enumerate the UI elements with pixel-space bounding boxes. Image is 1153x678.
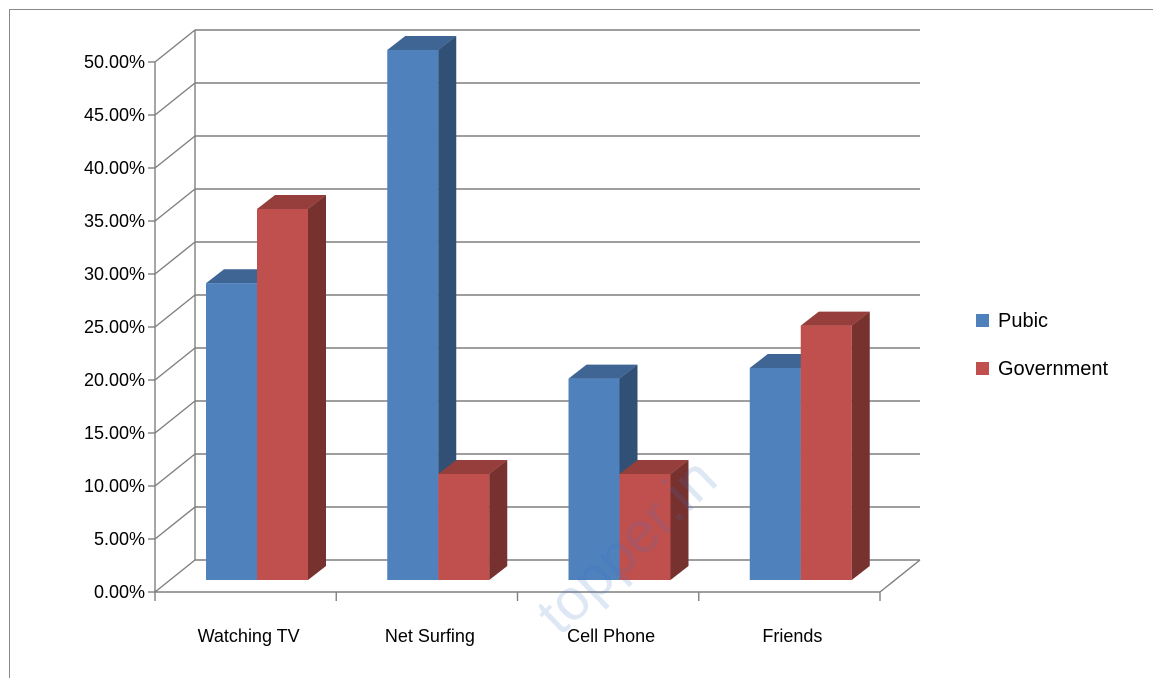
bar-government-friends-top <box>800 311 870 326</box>
bar-pubic-net-surfing-side <box>438 36 457 580</box>
y-tick-label: 0.00% <box>94 582 145 602</box>
y-tick-label: 20.00% <box>84 370 145 390</box>
bar-pubic-cell-phone-front <box>568 378 620 580</box>
y-tick-label: 30.00% <box>84 264 145 284</box>
bar-government-watching-tv-side <box>308 195 326 580</box>
y-tick-label: 5.00% <box>94 529 145 549</box>
y-tick-label: 50.00% <box>84 52 145 72</box>
legend-swatch-government <box>976 362 989 375</box>
bar-pubic-cell-phone-top <box>568 364 638 379</box>
gridline-diagonal <box>154 453 196 487</box>
bar-pubic-friends-front <box>749 368 801 580</box>
y-tick-label: 45.00% <box>84 105 145 125</box>
bar-government-cell-phone <box>619 460 689 580</box>
gridline-diagonal <box>154 135 196 169</box>
y-tick-label: 10.00% <box>84 476 145 496</box>
floor-right-edge <box>879 559 921 593</box>
axes <box>148 30 921 601</box>
bar-pubic-net-surfing <box>387 36 457 580</box>
gridline-diagonal <box>154 400 196 434</box>
bar-government-cell-phone-top <box>619 460 689 474</box>
legend: Pubic Government <box>976 310 1108 380</box>
gridline-diagonal <box>154 241 196 275</box>
gridline-diagonal <box>154 294 196 328</box>
bar-government-watching-tv-front <box>257 209 308 580</box>
gridline-diagonal <box>154 82 196 116</box>
chart-border <box>9 9 1153 678</box>
bar-pubic-watching-tv-front <box>206 283 257 580</box>
axis-labels: 0.00% 5.00% 10.00% 15.00% 20.00% 25.00% 30.00%… <box>84 52 822 646</box>
bar-government-net-surfing-front <box>438 474 490 580</box>
x-tick-label: Friends <box>762 626 822 646</box>
bar-government-watching-tv-top <box>257 195 326 209</box>
bar-pubic-net-surfing-top <box>387 36 457 50</box>
bar-government-cell-phone-front <box>619 474 671 580</box>
legend-swatch-pubic <box>976 314 989 327</box>
bar-government-friends-front <box>800 325 852 580</box>
y-tick-label: 25.00% <box>84 317 145 337</box>
gridline-diagonal <box>154 188 196 222</box>
x-tick-label: Cell Phone <box>567 626 655 646</box>
legend-label-government: Government <box>998 358 1108 380</box>
gridline-diagonal <box>154 559 196 593</box>
bars <box>206 36 870 580</box>
gridline-diagonal <box>154 347 196 381</box>
bar-government-net-surfing <box>438 460 508 580</box>
bar-government-net-surfing-top <box>438 460 508 474</box>
y-tick-label: 40.00% <box>84 158 145 178</box>
bar-pubic-net-surfing-front <box>387 50 439 580</box>
bar-government-net-surfing-side <box>489 460 508 580</box>
x-tick-label: Net Surfing <box>385 626 475 646</box>
y-tick-label: 15.00% <box>84 423 145 443</box>
bar-government-watching-tv <box>257 195 326 580</box>
gridline-diagonal <box>154 506 196 540</box>
bar-government-friends-side <box>851 311 870 580</box>
y-tick-label: 35.00% <box>84 211 145 231</box>
legend-label-pubic: Pubic <box>998 310 1048 332</box>
bar-government-friends <box>800 311 870 580</box>
gridline-diagonal <box>154 29 196 63</box>
bar-government-cell-phone-side <box>670 460 689 580</box>
x-tick-label: Watching TV <box>198 626 300 646</box>
